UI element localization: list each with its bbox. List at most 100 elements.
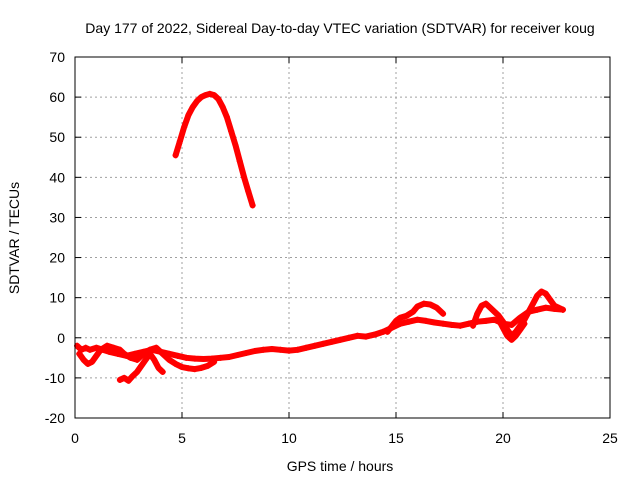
data-point [106, 348, 113, 355]
x-tick-label: 5 [178, 430, 186, 446]
data-point [500, 324, 506, 331]
data-point [440, 320, 447, 327]
data-point [384, 328, 391, 335]
data-point [159, 368, 166, 375]
data-point [228, 128, 235, 135]
data-point [320, 340, 327, 347]
data-point [529, 300, 536, 307]
data-point [534, 306, 541, 313]
y-tick-label: 50 [49, 129, 65, 145]
x-tick-label: 25 [602, 430, 618, 446]
data-point [134, 356, 141, 363]
data-point [226, 354, 233, 361]
data-point [534, 292, 541, 299]
data-point [116, 376, 123, 383]
data-point [249, 202, 256, 209]
data-point [193, 98, 200, 105]
data-point [268, 346, 275, 353]
data-point [176, 138, 183, 145]
data-point [110, 344, 117, 351]
y-tick-label: 60 [49, 89, 65, 105]
data-point [303, 344, 310, 351]
data-point [405, 318, 412, 325]
data-point [508, 321, 515, 328]
data-point [482, 300, 489, 307]
data-point [474, 310, 481, 317]
data-point [236, 158, 243, 165]
data-point [487, 304, 494, 311]
data-point [86, 346, 93, 353]
data-point [388, 323, 395, 330]
data-point [76, 350, 83, 357]
data-point [517, 326, 524, 333]
data-point [286, 347, 292, 354]
data-point [508, 336, 515, 343]
data-point [131, 350, 138, 357]
data-point [138, 362, 145, 369]
data-point [159, 350, 166, 357]
data-point [204, 362, 211, 369]
data-point [243, 350, 250, 357]
data-point [179, 364, 185, 371]
data-point [189, 104, 196, 111]
data-point [223, 114, 230, 121]
data-point [478, 302, 485, 309]
data-point [245, 188, 252, 195]
data-point [234, 352, 241, 359]
data-point [84, 360, 91, 367]
data-point [504, 332, 511, 339]
plot-frame [74, 56, 611, 419]
data-point [410, 308, 417, 315]
data-point [525, 308, 532, 315]
axis-ticks: 0 5 10 15 20 25 -20 -10 0 10 20 30 40 50 60 70 [45, 49, 618, 446]
data-point [151, 356, 158, 363]
data-point [433, 304, 440, 311]
data-point [129, 372, 136, 379]
data-point [116, 346, 123, 353]
data-point [414, 303, 421, 310]
data-point [198, 94, 205, 101]
x-tick-label: 15 [388, 430, 404, 446]
data-point [397, 320, 404, 327]
data-point [142, 356, 149, 363]
data-point [241, 174, 248, 181]
data-point [440, 310, 447, 317]
data-point [198, 364, 205, 371]
data-point [371, 331, 378, 338]
data-point [420, 300, 427, 307]
data-point [127, 354, 134, 361]
data-point [191, 355, 198, 362]
data-point [232, 142, 239, 149]
data-point [185, 365, 192, 372]
data-point [80, 356, 87, 363]
data-point [354, 332, 361, 339]
x-tick-label: 0 [71, 430, 79, 446]
data-point [559, 306, 566, 313]
data-point [121, 374, 128, 381]
data-point [172, 152, 179, 159]
data-point [403, 312, 410, 319]
data-point [363, 333, 370, 340]
y-tick-label: 20 [49, 250, 65, 266]
data-point [121, 350, 128, 357]
data-point [551, 302, 558, 309]
data-point [491, 308, 498, 315]
y-tick-label: 0 [57, 330, 65, 346]
data-point [125, 377, 132, 384]
data-point [542, 290, 549, 297]
data-point [200, 356, 207, 363]
x-axis-title: GPS time / hours [287, 458, 394, 474]
data-point [251, 348, 258, 355]
data-point [470, 322, 477, 329]
series-trace [172, 90, 256, 209]
data-point [457, 322, 464, 329]
data-point [140, 350, 147, 357]
data-point [422, 317, 429, 324]
data-point [89, 358, 96, 365]
data-point [104, 342, 111, 349]
data-point [337, 336, 344, 343]
x-tick-label: 20 [495, 430, 511, 446]
data-point [448, 321, 455, 328]
chart-title: Day 177 of 2022, Sidereal Day-to-day VTE… [85, 20, 594, 36]
data-point [555, 304, 562, 311]
